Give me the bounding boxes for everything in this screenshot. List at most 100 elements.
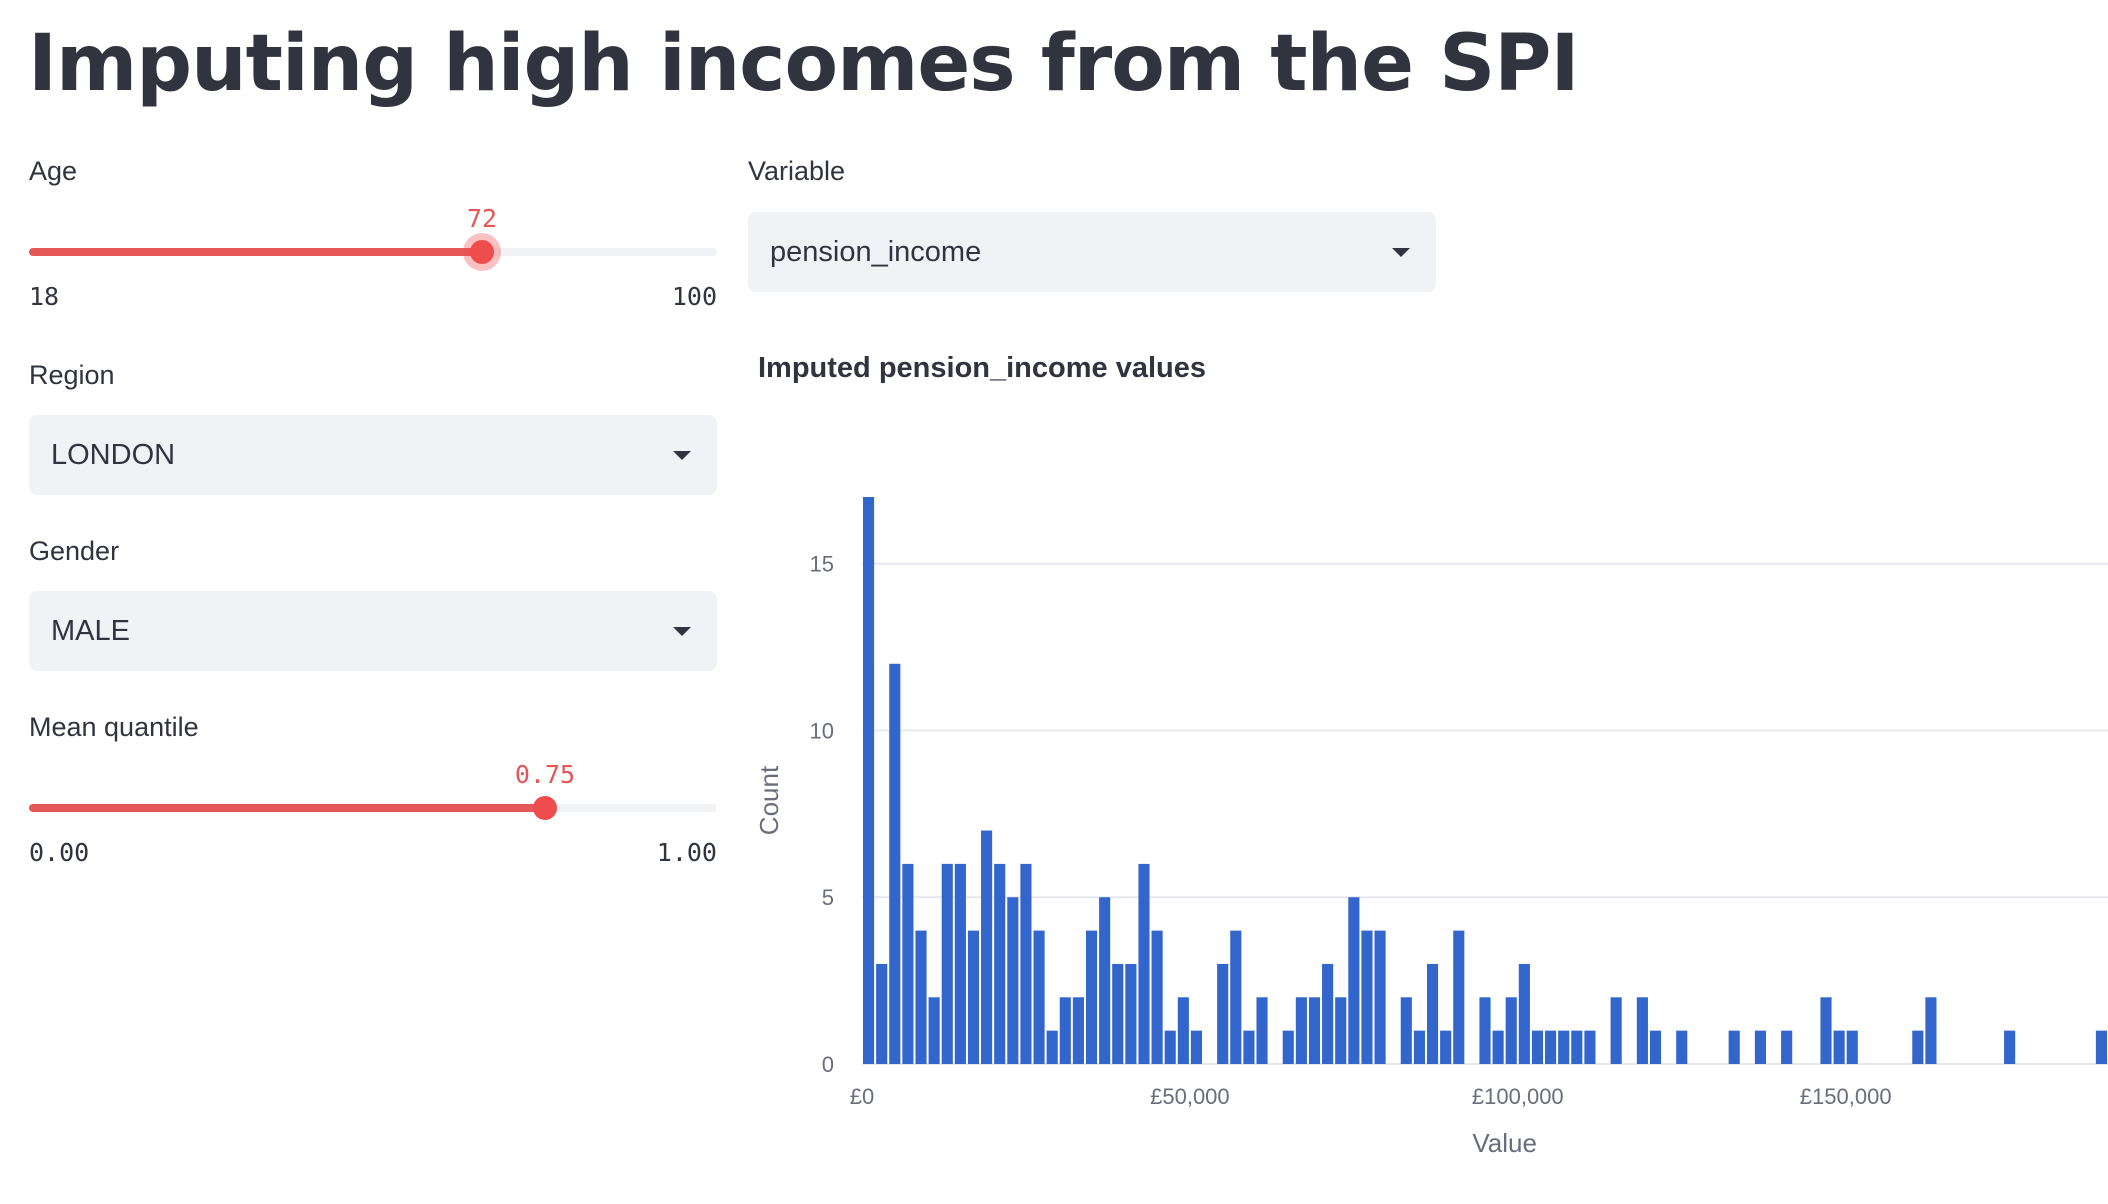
histogram-bar: [1676, 1030, 1688, 1064]
age-slider-thumb[interactable]: [470, 240, 494, 264]
histogram-bar: [1033, 930, 1045, 1064]
histogram-bar: [1217, 963, 1229, 1064]
region-select[interactable]: LONDON: [29, 415, 717, 495]
chevron-down-icon: [673, 451, 691, 460]
quantile-slider-fill: [29, 804, 545, 812]
histogram-bar: [928, 997, 940, 1064]
quantile-slider-value: 0.75: [514, 760, 576, 789]
histogram-bar: [1846, 1030, 1858, 1064]
histogram-bar: [1531, 1030, 1544, 1064]
histogram-bar: [2095, 1030, 2107, 1064]
histogram-bar: [1374, 930, 1386, 1064]
histogram-bar: [1085, 930, 1098, 1064]
quantile-slider-label: Mean quantile: [29, 712, 199, 742]
y-tick-label: 15: [810, 552, 834, 577]
histogram-bar: [1754, 1030, 1766, 1064]
histogram-bar: [1400, 997, 1412, 1064]
histogram-bar: [1059, 997, 1071, 1064]
histogram-bar: [1833, 1030, 1845, 1064]
histogram-bar: [1636, 997, 1648, 1064]
quantile-slider-track[interactable]: [29, 804, 717, 812]
histogram-bar: [1505, 997, 1517, 1064]
histogram-bar: [1348, 897, 1360, 1064]
y-tick-label: 0: [822, 1052, 834, 1077]
histogram-bar: [1335, 997, 1347, 1064]
gender-select[interactable]: MALE: [29, 591, 717, 671]
quantile-slider[interactable]: 0.75 0.00 1.00: [29, 756, 717, 876]
histogram-bar: [1072, 997, 1084, 1064]
y-axis-title: Count: [754, 765, 784, 835]
histogram-bar: [994, 863, 1006, 1064]
histogram-bar: [954, 863, 966, 1064]
region-select-label: Region: [29, 360, 115, 390]
histogram-bar: [889, 663, 901, 1064]
histogram-chart[interactable]: 0 5 10 15 £0 £50,000 £100,000 £150,000 Value Coun…: [740, 440, 2108, 1170]
histogram-bar: [2004, 1030, 2016, 1064]
histogram-bar: [1112, 963, 1124, 1064]
histogram-bar: [902, 863, 914, 1064]
histogram-bar: [1046, 1030, 1058, 1064]
histogram-bar: [981, 830, 993, 1064]
histogram-bar: [863, 497, 875, 1064]
quantile-slider-min: 0.00: [29, 838, 90, 867]
histogram-bar: [1558, 1030, 1570, 1064]
region-select-value: LONDON: [51, 439, 176, 471]
x-axis-title: Value: [1472, 1128, 1537, 1158]
histogram-bar: [1243, 1030, 1255, 1064]
chart-title: Imputed pension_income values: [758, 352, 1206, 384]
histogram-bar: [1912, 1030, 1924, 1064]
age-slider-min: 18: [29, 282, 60, 311]
histogram-bar: [1925, 997, 1937, 1064]
histogram-bar: [1007, 897, 1019, 1064]
variable-select[interactable]: pension_income: [748, 212, 1436, 292]
histogram-bar: [1295, 997, 1307, 1064]
histogram-bar: [1610, 997, 1622, 1064]
histogram-bar: [1322, 963, 1334, 1064]
y-tick-label: 5: [822, 885, 834, 910]
age-slider-max: 100: [671, 282, 717, 311]
histogram-bar: [1440, 1030, 1452, 1064]
age-slider[interactable]: 72 18 100: [29, 200, 717, 320]
histogram-bar: [1413, 1030, 1425, 1064]
histogram-bar: [876, 963, 888, 1064]
histogram-bar: [1164, 1030, 1176, 1064]
x-tick-label: £150,000: [1800, 1084, 1892, 1109]
gender-select-value: MALE: [51, 615, 130, 647]
y-tick-label: 10: [810, 718, 834, 743]
age-slider-track[interactable]: [29, 248, 717, 256]
histogram-bar: [1177, 997, 1189, 1064]
histogram-bar: [967, 930, 980, 1064]
histogram-bar: [1545, 1030, 1557, 1064]
histogram-bar: [1282, 1030, 1294, 1064]
histogram-bar: [1138, 863, 1150, 1064]
quantile-slider-thumb[interactable]: [533, 796, 557, 820]
histogram-bar: [1426, 963, 1439, 1064]
x-tick-label: £0: [850, 1084, 874, 1109]
quantile-slider-max: 1.00: [656, 838, 717, 867]
histogram-bar: [1584, 1030, 1596, 1064]
histogram-bar: [1125, 963, 1137, 1064]
histogram-bar: [1571, 1030, 1583, 1064]
histogram-bar: [1518, 963, 1530, 1064]
histogram-bar: [915, 930, 927, 1064]
histogram-bar: [1020, 863, 1032, 1064]
chevron-down-icon: [673, 627, 691, 636]
histogram-bar: [1781, 1030, 1793, 1064]
histogram-bar: [941, 863, 953, 1064]
histogram-bar: [1649, 1030, 1662, 1064]
age-slider-value: 72: [466, 204, 498, 233]
histogram-bar: [1453, 930, 1465, 1064]
histogram-bar: [1190, 1030, 1203, 1064]
histogram-bar: [1820, 997, 1832, 1064]
histogram-bar: [1099, 897, 1111, 1064]
variable-select-value: pension_income: [770, 236, 982, 268]
gender-select-label: Gender: [29, 536, 120, 566]
chevron-down-icon: [1392, 248, 1410, 257]
age-slider-label: Age: [29, 156, 78, 186]
x-tick-label: £50,000: [1150, 1084, 1230, 1109]
histogram-bar: [1308, 997, 1321, 1064]
histogram-bar: [1492, 1030, 1504, 1064]
variable-select-label: Variable: [748, 156, 846, 186]
histogram-bar: [1230, 930, 1242, 1064]
